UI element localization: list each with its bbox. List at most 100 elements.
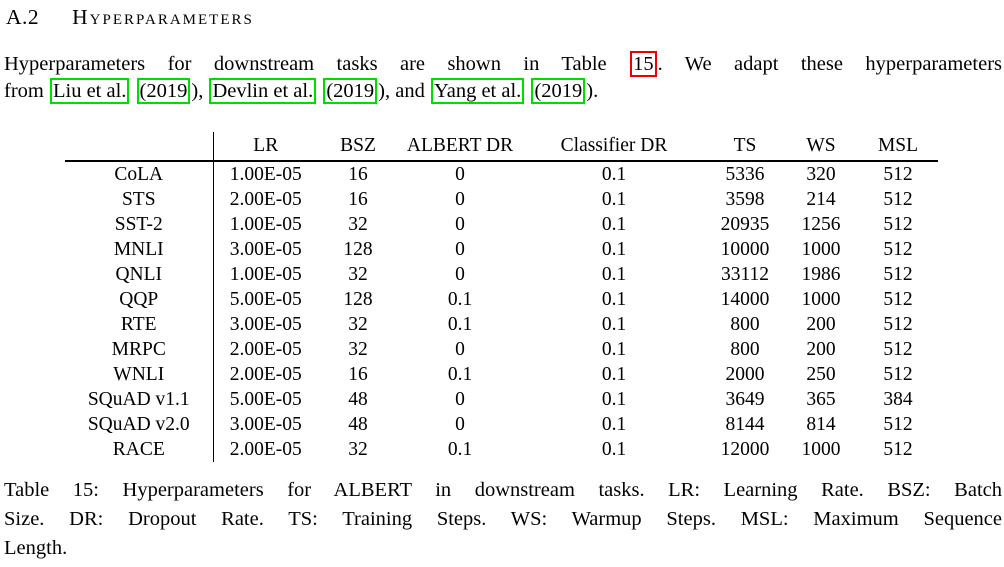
section-heading: A.2 Hyperparameters bbox=[6, 5, 254, 30]
table-cell: 0.1 bbox=[601, 264, 627, 285]
table-cell: 3.00E-05 bbox=[229, 414, 302, 435]
table-row: RTE 3.00E-05 32 0.1 0.1 800 200 512 bbox=[65, 312, 938, 337]
table-cell: 3598 bbox=[725, 189, 765, 210]
table-cell: 3.00E-05 bbox=[229, 314, 302, 335]
table-caption: Table 15: Hyperparameters for ALBERT in … bbox=[4, 476, 1002, 563]
table-cell: 200 bbox=[806, 339, 836, 360]
task-label: CoLA bbox=[65, 161, 214, 187]
table-cell: 0.1 bbox=[447, 364, 473, 385]
table-cell: 0.1 bbox=[601, 314, 627, 335]
table-cell: 0.1 bbox=[601, 214, 627, 235]
table-cell: 0.1 bbox=[447, 439, 473, 460]
table-row: STS 2.00E-05 16 0 0.1 3598 214 512 bbox=[65, 187, 938, 212]
task-label: MNLI bbox=[65, 237, 214, 262]
table-cell: 800 bbox=[730, 339, 760, 360]
table-cell: 512 bbox=[883, 314, 913, 335]
caption-line: Length. bbox=[4, 537, 68, 559]
table-cell: 200 bbox=[806, 314, 836, 335]
citation-link[interactable]: Yang et al. bbox=[430, 78, 525, 104]
table-cell: 33112 bbox=[720, 264, 770, 285]
table-cell: 32 bbox=[348, 439, 368, 460]
table-cell: 320 bbox=[806, 164, 836, 185]
table-row: CoLA 1.00E-05 16 0 0.1 5336 320 512 bbox=[65, 161, 938, 187]
table-row: MRPC 2.00E-05 32 0 0.1 800 200 512 bbox=[65, 337, 938, 362]
table-cell: 512 bbox=[883, 264, 913, 285]
table-cell: 2000 bbox=[725, 364, 765, 385]
table-row: RACE 2.00E-05 32 0.1 0.1 12000 1000 512 bbox=[65, 437, 938, 462]
table-cell: 0.1 bbox=[447, 289, 473, 310]
table-cell: 0.1 bbox=[601, 239, 627, 260]
table-cell: 10000 bbox=[720, 239, 770, 260]
table-row: SQuAD v2.0 3.00E-05 48 0 0.1 8144 814 512 bbox=[65, 412, 938, 437]
intro-text bbox=[525, 80, 530, 102]
table-cell: 14000 bbox=[720, 289, 770, 310]
citation-link[interactable]: (2019 bbox=[136, 78, 191, 104]
citation-link[interactable]: Liu et al. bbox=[49, 78, 130, 104]
table-cell: 1.00E-05 bbox=[229, 164, 302, 185]
intro-text: ), bbox=[191, 80, 209, 102]
table-cell: 48 bbox=[348, 389, 368, 410]
intro-text: Hyperparameters for downstream tasks are… bbox=[4, 53, 630, 75]
intro-text bbox=[130, 80, 135, 102]
table-cell: 2.00E-05 bbox=[229, 364, 302, 385]
table-row: SST-2 1.00E-05 32 0 0.1 20935 1256 512 bbox=[65, 212, 938, 237]
citation-link[interactable]: (2019 bbox=[531, 78, 586, 104]
table-cell: 1256 bbox=[801, 214, 841, 235]
table-cell: 384 bbox=[883, 389, 913, 410]
section-number: A.2 bbox=[6, 5, 40, 29]
intro-text: from bbox=[4, 80, 49, 102]
table-cell: 2.00E-05 bbox=[229, 189, 302, 210]
table-cell: 48 bbox=[348, 414, 368, 435]
table-cell: 128 bbox=[343, 239, 373, 260]
table-cell: 512 bbox=[883, 239, 913, 260]
table-cell: 0.1 bbox=[601, 164, 627, 185]
table-cell: 5.00E-05 bbox=[229, 289, 302, 310]
table-cell: 20935 bbox=[720, 214, 770, 235]
table-row: QQP 5.00E-05 128 0.1 0.1 14000 1000 512 bbox=[65, 287, 938, 312]
table-ref-link[interactable]: 15 bbox=[630, 51, 657, 77]
table-cell: 0.1 bbox=[601, 389, 627, 410]
task-label: SST-2 bbox=[65, 212, 214, 237]
table-cell: 5336 bbox=[725, 164, 765, 185]
intro-text: . We adapt these hyperparameters bbox=[657, 53, 1002, 75]
table-cell: 5.00E-05 bbox=[229, 389, 302, 410]
table-cell: 512 bbox=[883, 164, 913, 185]
table-cell: 512 bbox=[883, 189, 913, 210]
task-label: SQuAD v1.1 bbox=[65, 387, 214, 412]
column-header: WS bbox=[784, 132, 858, 162]
table-header-row: LR BSZ ALBERT DR Classifier DR TS WS MSL bbox=[65, 132, 938, 162]
intro-paragraph: Hyperparameters for downstream tasks are… bbox=[4, 51, 1002, 105]
table-cell: 0.1 bbox=[601, 364, 627, 385]
table-cell: 0.1 bbox=[447, 314, 473, 335]
table-cell: 128 bbox=[343, 289, 373, 310]
intro-line2: from Liu et al. (2019), Devlin et al. (2… bbox=[4, 78, 1002, 105]
table-cell: 512 bbox=[883, 364, 913, 385]
table-cell: 16 bbox=[348, 364, 368, 385]
column-header: MSL bbox=[858, 132, 938, 162]
task-label: MRPC bbox=[65, 337, 214, 362]
table-cell: 1000 bbox=[801, 439, 841, 460]
table-body: CoLA 1.00E-05 16 0 0.1 5336 320 512 STS 2.00E-05 1… bbox=[65, 161, 938, 462]
table-cell: 2.00E-05 bbox=[229, 439, 302, 460]
table-cell: 1986 bbox=[801, 264, 841, 285]
task-label: SQuAD v2.0 bbox=[65, 412, 214, 437]
table-cell: 800 bbox=[730, 314, 760, 335]
table-cell: 12000 bbox=[720, 439, 770, 460]
section-title: Hyperparameters bbox=[72, 5, 254, 29]
table-cell: 365 bbox=[806, 389, 836, 410]
intro-line1: Hyperparameters for downstream tasks are… bbox=[4, 51, 1002, 78]
table-cell: 3.00E-05 bbox=[229, 239, 302, 260]
table-cell: 16 bbox=[348, 189, 368, 210]
table-cell: 0.1 bbox=[601, 189, 627, 210]
citation-link[interactable]: (2019 bbox=[323, 78, 378, 104]
column-header: ALBERT DR bbox=[398, 132, 522, 162]
task-label: QQP bbox=[65, 287, 214, 312]
table-cell: 16 bbox=[348, 164, 368, 185]
table-cell: 512 bbox=[883, 289, 913, 310]
citation-link[interactable]: Devlin et al. bbox=[209, 78, 317, 104]
hyperparams-table: LR BSZ ALBERT DR Classifier DR TS WS MSL CoLA 1… bbox=[65, 132, 938, 462]
table-row: QNLI 1.00E-05 32 0 0.1 33112 1986 512 bbox=[65, 262, 938, 287]
table-cell: 814 bbox=[806, 414, 836, 435]
task-label: QNLI bbox=[65, 262, 214, 287]
